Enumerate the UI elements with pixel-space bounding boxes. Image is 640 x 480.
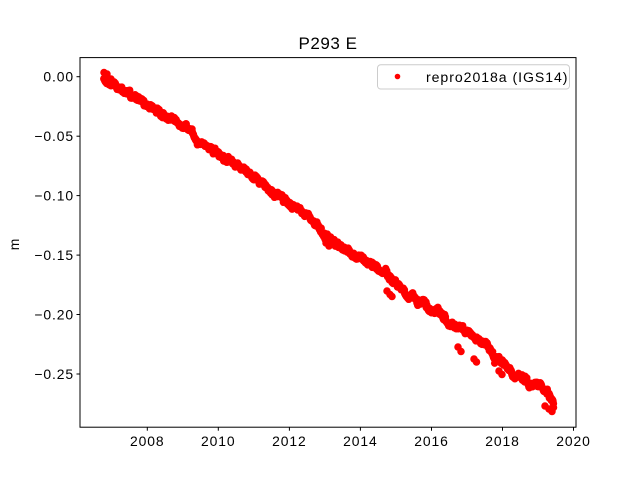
svg-text:−0.20: −0.20: [34, 306, 74, 322]
svg-text:P293 E: P293 E: [298, 34, 357, 53]
svg-text:2016: 2016: [414, 433, 449, 449]
svg-text:0.00: 0.00: [43, 69, 74, 85]
svg-text:2012: 2012: [272, 433, 307, 449]
svg-text:−0.15: −0.15: [34, 247, 74, 263]
svg-text:2020: 2020: [556, 433, 591, 449]
svg-text:−0.05: −0.05: [34, 128, 74, 144]
svg-text:m: m: [6, 238, 22, 250]
svg-text:2014: 2014: [343, 433, 378, 449]
svg-text:2018: 2018: [485, 433, 520, 449]
svg-text:−0.25: −0.25: [34, 366, 74, 382]
svg-text:2008: 2008: [130, 433, 165, 449]
svg-text:2010: 2010: [201, 433, 236, 449]
svg-text:−0.10: −0.10: [34, 188, 74, 204]
svg-text:repro2018a (IGS14): repro2018a (IGS14): [426, 69, 568, 85]
